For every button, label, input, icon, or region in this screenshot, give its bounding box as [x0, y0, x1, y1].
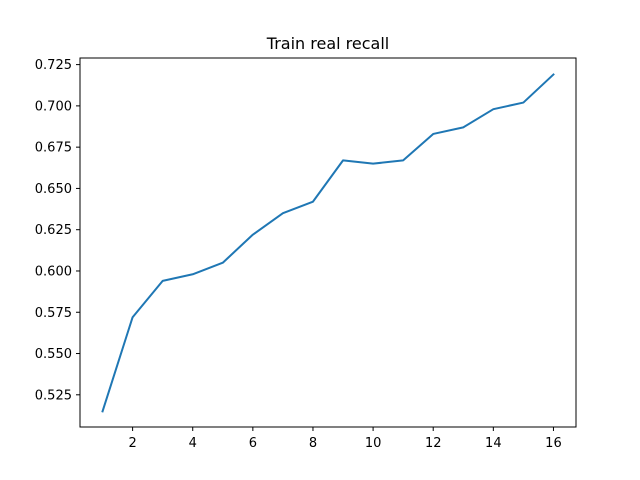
y-tick-label: 0.700 — [35, 99, 72, 114]
plot-area — [101, 73, 555, 413]
y-tick-label: 0.650 — [35, 182, 72, 197]
x-tick-label: 14 — [485, 436, 502, 451]
y-tick-label: 0.675 — [35, 141, 72, 156]
x-tick-label: 16 — [545, 436, 562, 451]
y-tick-label: 0.600 — [35, 264, 72, 279]
series-line-0 — [101, 73, 555, 413]
axes-frame — [79, 57, 577, 428]
axes: 2 4 6 8 10 12 14 16 0.525 0.550 0.575 0.600 0.625 0.6… — [35, 57, 577, 451]
x-tick-label: 2 — [128, 436, 136, 451]
y-tick-label: 0.575 — [35, 306, 72, 321]
x-tick-label: 10 — [365, 436, 382, 451]
x-tick-label: 8 — [309, 436, 317, 451]
x-tick-label: 6 — [249, 436, 257, 451]
x-tick-label: 12 — [425, 436, 442, 451]
x-tick-label: 4 — [189, 436, 197, 451]
y-tick-label: 0.625 — [35, 223, 72, 238]
chart-title: Train real recall — [266, 34, 389, 53]
y-tick-label: 0.725 — [35, 58, 72, 73]
y-tick-label: 0.550 — [35, 347, 72, 362]
y-tick-label: 0.525 — [35, 388, 72, 403]
